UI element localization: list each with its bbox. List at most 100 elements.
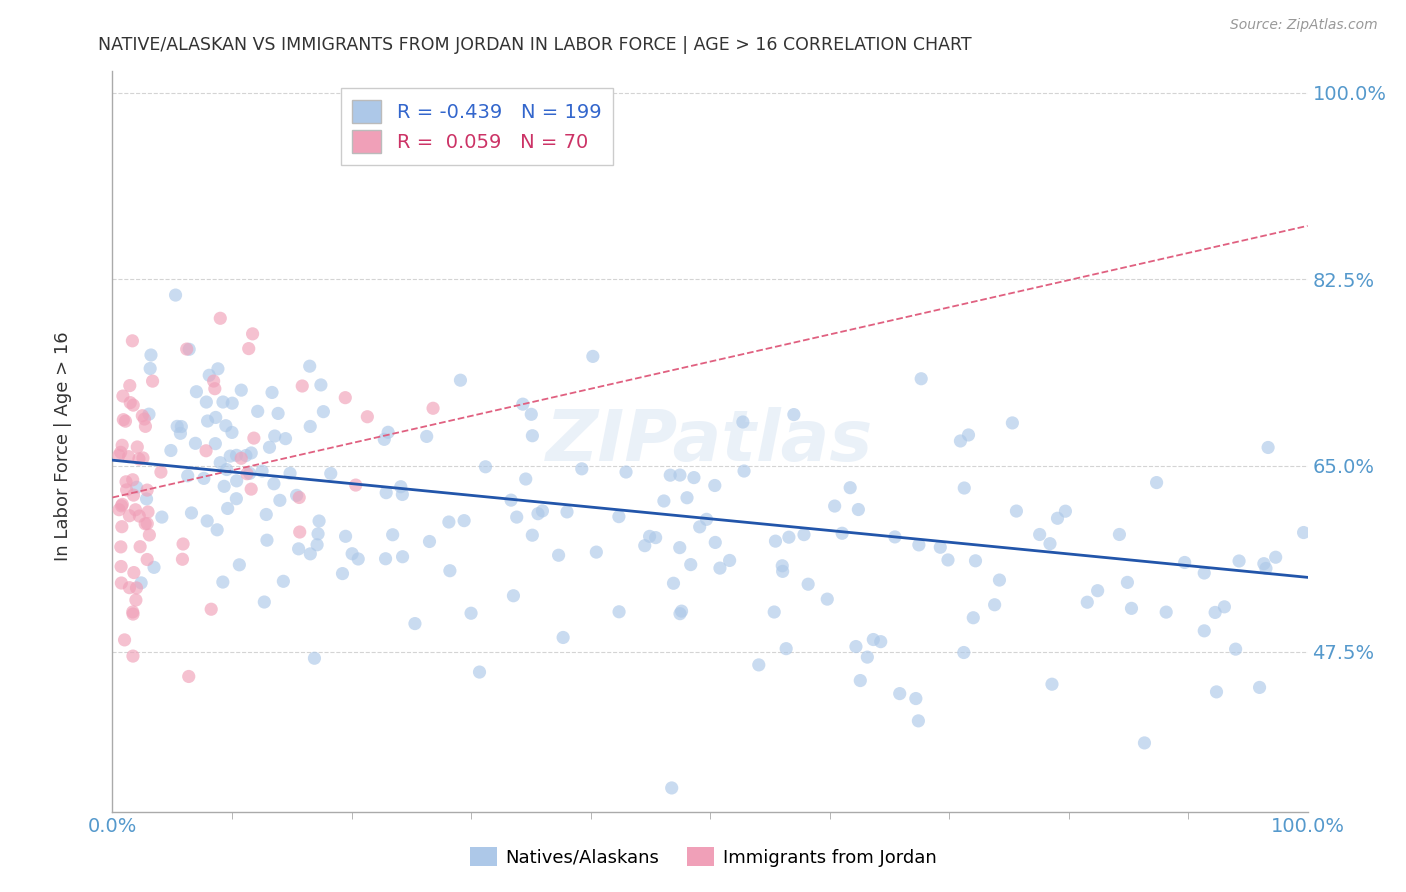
Point <box>936 553 959 567</box>
Point <box>824 499 846 513</box>
Point <box>304 651 326 665</box>
Point <box>683 470 706 484</box>
Point <box>212 395 235 409</box>
Point <box>1225 642 1247 657</box>
Point <box>904 691 927 706</box>
Point <box>253 595 276 609</box>
Point <box>217 501 239 516</box>
Point <box>929 541 952 555</box>
Point <box>1076 595 1098 609</box>
Point <box>236 467 259 481</box>
Point <box>889 687 911 701</box>
Point <box>319 467 342 481</box>
Point <box>661 780 683 795</box>
Point <box>515 472 537 486</box>
Point <box>209 456 232 470</box>
Point <box>243 431 266 445</box>
Point <box>172 552 194 566</box>
Point <box>953 481 976 495</box>
Point <box>172 537 194 551</box>
Point <box>254 508 277 522</box>
Point <box>571 462 593 476</box>
Point <box>340 547 363 561</box>
Point <box>186 384 208 399</box>
Point <box>135 491 157 506</box>
Point <box>288 524 311 539</box>
Point <box>512 397 534 411</box>
Point <box>676 491 699 505</box>
Point <box>783 408 806 422</box>
Point <box>1108 527 1130 541</box>
Point <box>522 528 544 542</box>
Point <box>775 641 797 656</box>
Point <box>231 383 253 397</box>
Point <box>1292 525 1315 540</box>
Point <box>169 426 191 441</box>
Point <box>856 650 879 665</box>
Point <box>391 487 413 501</box>
Point <box>285 488 308 502</box>
Point <box>1264 550 1286 565</box>
Point <box>125 593 148 607</box>
Point <box>121 605 143 619</box>
Point <box>202 374 225 388</box>
Point <box>335 391 357 405</box>
Point <box>669 468 692 483</box>
Legend: R = -0.439   N = 199, R =  0.059   N = 70: R = -0.439 N = 199, R = 0.059 N = 70 <box>340 88 613 164</box>
Point <box>391 549 413 564</box>
Point <box>215 418 238 433</box>
Point <box>793 527 815 541</box>
Point <box>506 510 529 524</box>
Point <box>166 419 188 434</box>
Point <box>125 581 148 595</box>
Point <box>375 485 398 500</box>
Point <box>709 561 731 575</box>
Point <box>138 407 160 421</box>
Point <box>662 576 685 591</box>
Point <box>263 429 285 443</box>
Point <box>307 538 329 552</box>
Point <box>585 545 607 559</box>
Point <box>287 541 309 556</box>
Point <box>149 465 172 479</box>
Point <box>240 482 263 496</box>
Point <box>778 530 800 544</box>
Point <box>221 425 243 440</box>
Point <box>239 467 262 481</box>
Point <box>389 480 412 494</box>
Point <box>211 575 233 590</box>
Point <box>125 480 148 494</box>
Point <box>1146 475 1168 490</box>
Point <box>114 632 136 647</box>
Point <box>1253 557 1275 571</box>
Point <box>200 602 222 616</box>
Point <box>1249 681 1271 695</box>
Point <box>703 478 725 492</box>
Point <box>215 462 238 476</box>
Point <box>118 581 141 595</box>
Point <box>235 449 257 463</box>
Point <box>1213 599 1236 614</box>
Point <box>356 409 378 424</box>
Point <box>117 450 139 464</box>
Point <box>1121 601 1143 615</box>
Point <box>111 389 134 403</box>
Point <box>150 510 173 524</box>
Point <box>115 483 138 497</box>
Point <box>449 373 471 387</box>
Point <box>269 493 291 508</box>
Point <box>238 342 260 356</box>
Point <box>165 288 187 302</box>
Point <box>439 564 461 578</box>
Legend: Natives/Alaskans, Immigrants from Jordan: Natives/Alaskans, Immigrants from Jordan <box>463 840 943 874</box>
Point <box>815 592 838 607</box>
Point <box>110 499 132 513</box>
Point <box>129 575 152 590</box>
Point <box>1192 566 1215 580</box>
Point <box>260 385 283 400</box>
Point <box>299 419 322 434</box>
Point <box>988 573 1011 587</box>
Point <box>748 657 770 672</box>
Point <box>259 440 281 454</box>
Text: ZIPatlas: ZIPatlas <box>547 407 873 476</box>
